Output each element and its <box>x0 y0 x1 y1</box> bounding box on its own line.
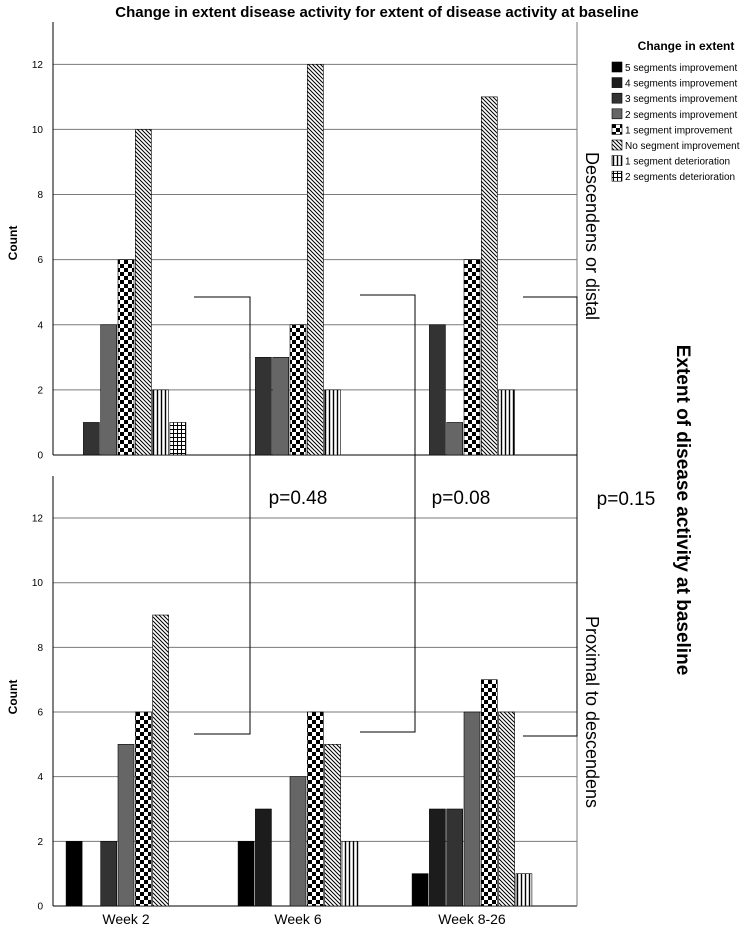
p-value-week6-week826: p=0.08 <box>432 488 491 509</box>
bar-no-segment-improvement-week-8-26 <box>480 96 498 456</box>
x-tick-label: Week 6 <box>274 911 321 927</box>
bar-1-segment-deterioration-week-2 <box>152 389 169 456</box>
legend-label: 4 segments improvement <box>625 79 737 90</box>
facet-title: Extent of disease activity at baseline <box>672 345 693 676</box>
bar-2-segments-improvement-week-2 <box>100 324 117 456</box>
y-tick-label: 10 <box>32 125 44 136</box>
bar-2-segments-improvement-week-8-26 <box>463 711 481 907</box>
p-value-week826: p=0.15 <box>597 489 656 510</box>
legend-title: Change in extent <box>638 39 735 53</box>
y-axis-label-top: Count <box>6 226 20 261</box>
panel-top: 0 2 4 6 8 10 12 <box>32 22 578 462</box>
panel-label-bottom: Proximal to descendens <box>582 616 602 808</box>
legend-label: 2 segments improvement <box>625 110 737 121</box>
bar-3-segments-improvement-week-8-26 <box>446 808 464 907</box>
legend-swatch <box>611 92 623 104</box>
bar-5-segments-improvement-week-6 <box>237 841 255 907</box>
legend-swatch <box>611 108 623 120</box>
legend-swatch <box>611 139 623 151</box>
bar-no-segment-improvement-week-6 <box>306 64 324 456</box>
bar-1-segment-improvement-week-2 <box>117 259 135 456</box>
bar-1-segment-deterioration-week-8-26 <box>515 873 533 907</box>
y-tick-label: 4 <box>37 772 43 783</box>
chart-title: Change in extent disease activity for ex… <box>115 4 639 21</box>
bar-no-segment-improvement-week-8-26 <box>498 711 515 907</box>
bracket-1 <box>194 296 251 735</box>
bar-3-segments-improvement-week-6 <box>255 357 272 456</box>
bar-1-segment-deterioration-week-6 <box>341 841 359 907</box>
y-tick-label: 0 <box>37 902 43 913</box>
p-value-week2-week6: p=0.48 <box>269 488 328 509</box>
panels-layer: 0 2 4 6 8 10 12 0 2 4 6 8 10 12 Week 2 Week 6 Week 8-26 <box>32 22 578 927</box>
bar-1-segment-improvement-week-2 <box>135 711 152 907</box>
bar-5-segments-improvement-week-8-26 <box>411 873 429 907</box>
y-tick-label: 0 <box>37 451 43 462</box>
legend-swatch <box>611 124 623 135</box>
y-tick-label: 6 <box>37 708 43 719</box>
panel-label-top: Descendens or distal <box>582 152 602 320</box>
bar-5-segments-improvement-week-2 <box>65 841 83 907</box>
bracket-3 <box>523 296 578 737</box>
legend-label: 5 segments improvement <box>625 63 737 74</box>
bar-1-segment-deterioration-week-6 <box>324 389 341 456</box>
bar-1-segment-improvement-week-8-26 <box>463 259 481 456</box>
bar-3-segments-improvement-week-8-26 <box>429 324 446 456</box>
y-tick-label: 12 <box>32 514 44 525</box>
y-tick-label: 12 <box>32 60 44 71</box>
x-tick-label: Week 8-26 <box>438 911 506 927</box>
y-tick-label: 4 <box>37 320 43 331</box>
legend-label: 3 segments improvement <box>625 94 737 105</box>
y-tick-label: 8 <box>37 643 43 654</box>
bar-4-segments-improvement-week-8-26 <box>429 808 446 907</box>
bar-2-segments-deterioration-week-2 <box>169 422 187 456</box>
bar-no-segment-improvement-week-2 <box>152 614 169 907</box>
bar-no-segment-improvement-week-6 <box>324 744 341 907</box>
bar-2-segments-improvement-week-6 <box>272 357 290 456</box>
legend-label: 2 segments deterioration <box>625 172 735 183</box>
y-axis-label-bottom: Count <box>6 680 20 715</box>
bar-1-segment-improvement-week-6 <box>306 711 324 907</box>
panel-bottom: 0 2 4 6 8 10 12 <box>32 476 578 913</box>
bracket-2 <box>360 294 416 733</box>
legend-swatch <box>611 61 623 73</box>
y-tick-label: 10 <box>32 578 44 589</box>
bar-3-segments-improvement-week-2 <box>83 422 100 456</box>
bar-2-segments-improvement-week-2 <box>117 744 135 907</box>
legend-label: 1 segment improvement <box>625 125 732 136</box>
legend-swatch <box>611 170 623 182</box>
legend-label: No segment improvement <box>625 141 740 152</box>
y-tick-label: 2 <box>37 385 43 396</box>
significance-brackets <box>194 294 578 737</box>
bar-2-segments-improvement-week-8-26 <box>446 422 464 456</box>
x-tick-label: Week 2 <box>102 911 149 927</box>
bar-3-segments-improvement-week-2 <box>100 841 117 907</box>
legend-swatch <box>611 155 623 166</box>
legend-swatch <box>611 77 623 88</box>
y-tick-label: 2 <box>37 837 43 848</box>
bar-1-segment-improvement-week-8-26 <box>480 679 498 907</box>
bar-1-segment-deterioration-week-8-26 <box>498 389 515 456</box>
y-tick-label: 6 <box>37 255 43 266</box>
bar-2-segments-improvement-week-6 <box>289 776 307 907</box>
legend: Change in extent 5 segments improvement 4… <box>611 39 740 183</box>
bar-4-segments-improvement-week-6 <box>255 808 272 907</box>
bar-1-segment-improvement-week-6 <box>289 324 307 456</box>
bar-no-segment-improvement-week-2 <box>135 129 152 456</box>
y-tick-label: 8 <box>37 190 43 201</box>
legend-label: 1 segment deterioration <box>625 157 730 168</box>
